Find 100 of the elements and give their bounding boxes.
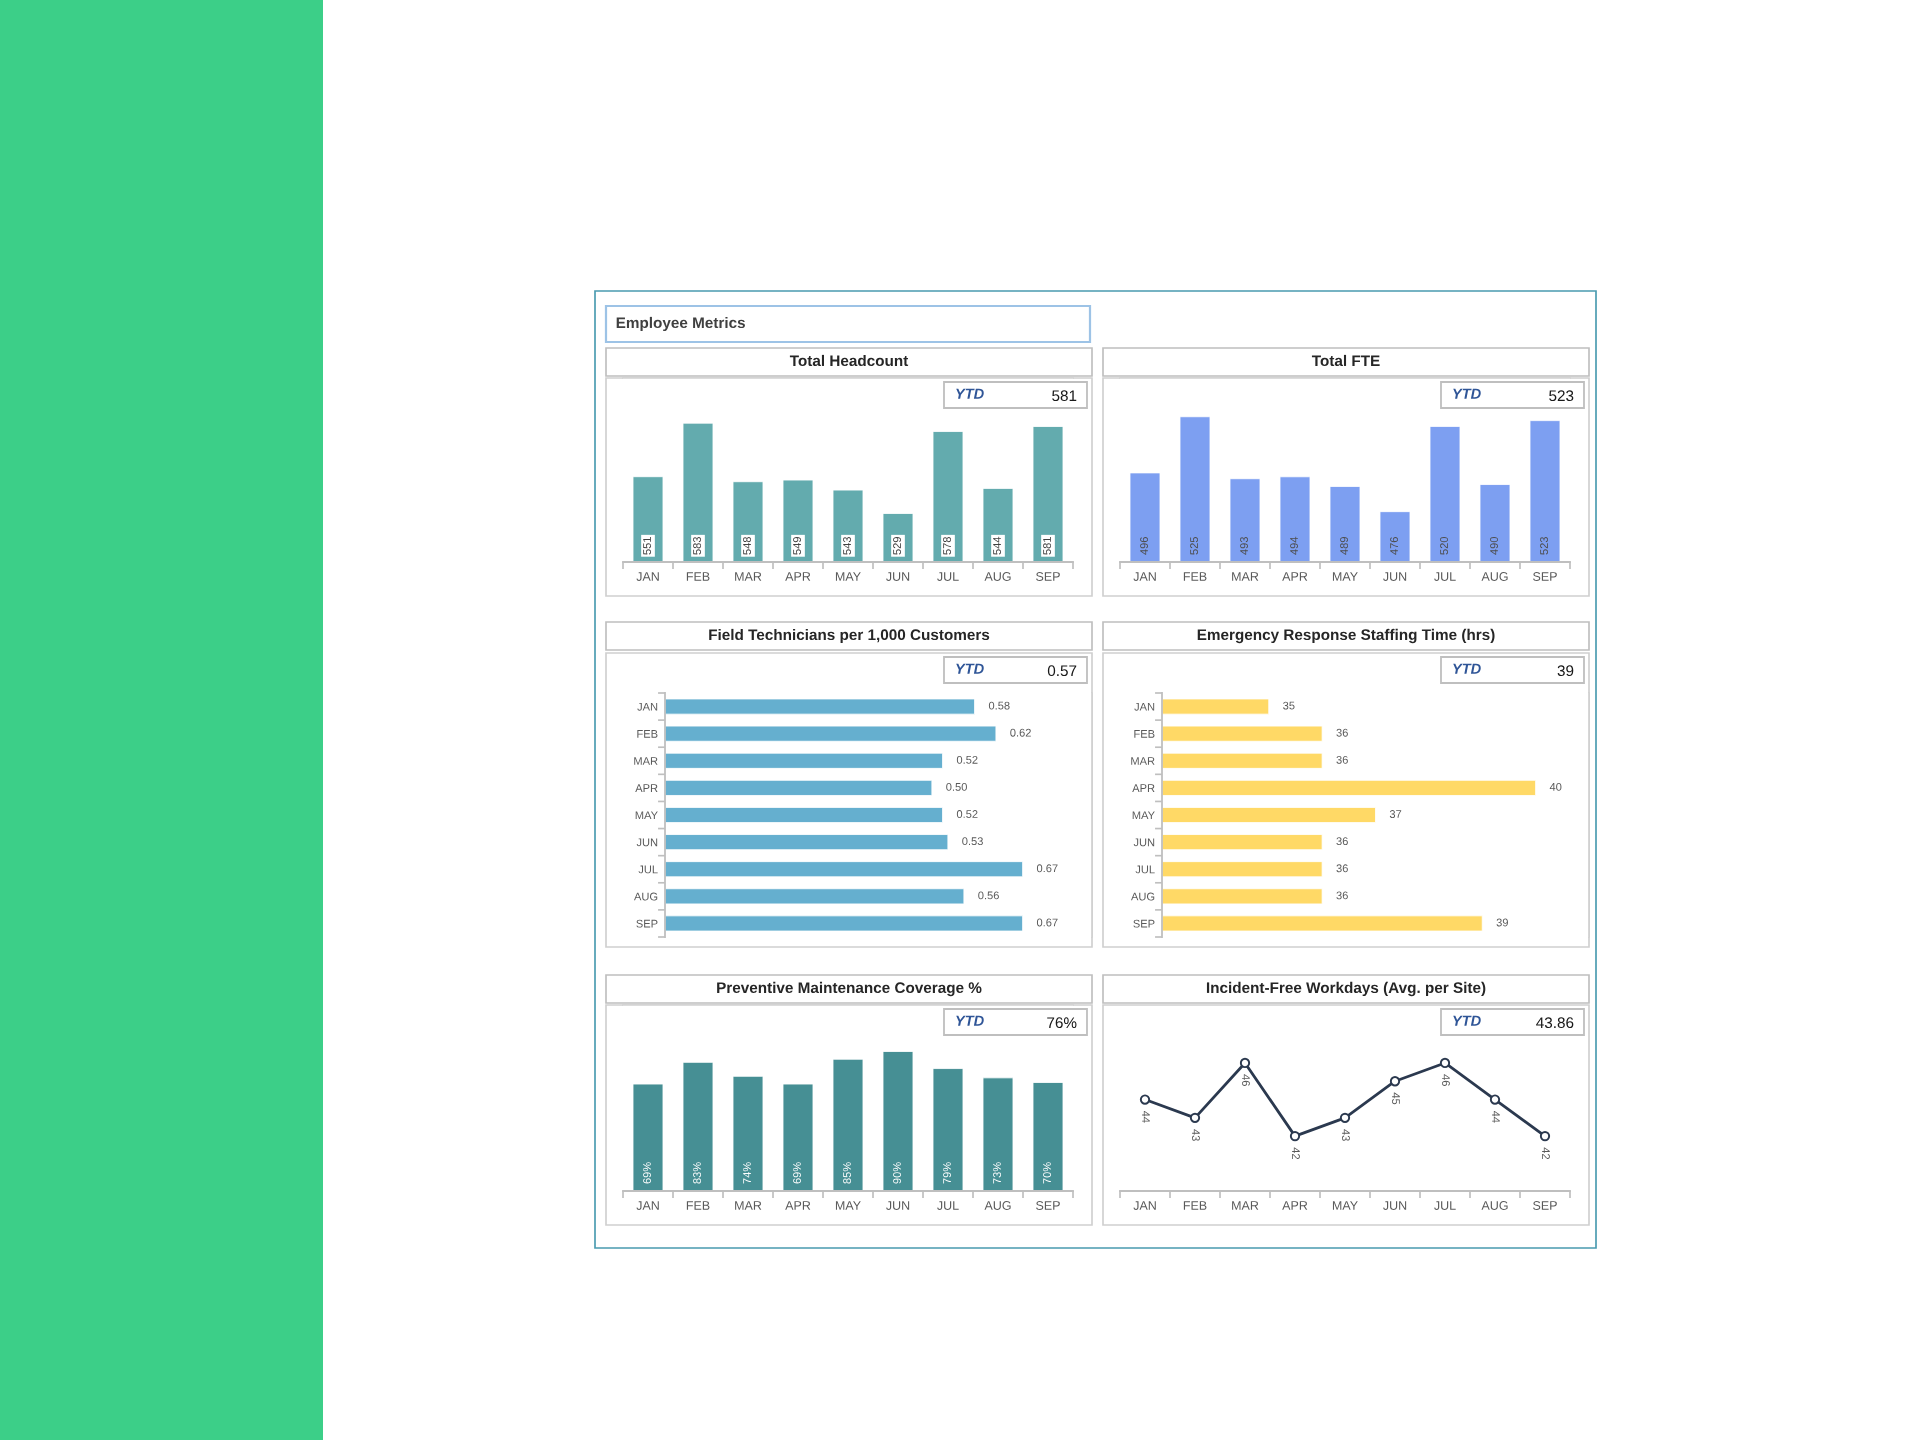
data-label: 494 <box>1290 536 1298 555</box>
text: YTD <box>956 663 984 674</box>
y-tick-label: JUN <box>1133 838 1155 847</box>
data-label: 44 <box>1492 1110 1500 1123</box>
data-label: 520 <box>1440 536 1448 555</box>
text: 43.86 <box>1536 1017 1574 1029</box>
data-label: 35 <box>1283 701 1295 710</box>
data-label: 0.67 <box>1036 918 1058 927</box>
data-label: 46 <box>1442 1074 1450 1086</box>
chart-title: Field Technicians per 1,000 Customers <box>709 628 990 644</box>
x-tick-label: FEB <box>1183 1201 1207 1210</box>
x-tick-label: APR <box>1282 1201 1308 1210</box>
x-tick-label: MAR <box>735 572 762 581</box>
text: 0.57 <box>1047 665 1077 677</box>
x-tick-label: SEP <box>1533 572 1557 581</box>
data-label: 44 <box>1142 1110 1150 1123</box>
x-tick-label: SEP <box>1036 572 1060 581</box>
text: Employee Metrics <box>616 316 745 332</box>
x-tick-label: MAY <box>1332 572 1358 581</box>
data-label: 0.52 <box>956 755 978 764</box>
text: YTD <box>1453 1015 1481 1026</box>
y-tick-label: APR <box>1132 784 1155 792</box>
x-tick-label: JUN <box>1383 572 1407 581</box>
annotation: YTD <box>956 1015 984 1026</box>
data-label: 0.58 <box>988 701 1010 710</box>
data-label: 37 <box>1389 810 1402 818</box>
x-tick-label: SEP <box>1036 1201 1060 1210</box>
x-tick-label: JUN <box>1383 1201 1407 1210</box>
data-label: 529 <box>893 537 901 555</box>
data-label: 583 <box>693 537 701 555</box>
point <box>1389 1076 1401 1087</box>
data-label: 0.56 <box>978 891 999 900</box>
point <box>1239 1057 1251 1069</box>
data-label: 493 <box>1240 537 1248 555</box>
annotation: YTD <box>956 388 984 399</box>
x-tick-label: APR <box>785 572 811 581</box>
data-label: 69% <box>643 1162 651 1184</box>
y-tick-label: MAR <box>1131 757 1155 765</box>
point <box>1189 1112 1201 1123</box>
annotation: 523 <box>1549 390 1574 402</box>
data-label: 523 <box>1540 537 1548 555</box>
y-tick-label: SEP <box>636 919 658 928</box>
y-tick-label: FEB <box>1134 730 1155 738</box>
data-label: 45 <box>1392 1092 1400 1105</box>
y-tick-label: SEP <box>1133 919 1155 928</box>
x-tick-label: APR <box>1282 572 1308 581</box>
y-tick-label: AUG <box>1131 892 1155 901</box>
x-tick-label: AUG <box>1481 1201 1508 1210</box>
data-label: 79% <box>943 1162 951 1184</box>
data-label: 476 <box>1390 537 1398 555</box>
data-label: 544 <box>993 536 1001 555</box>
data-label: 0.67 <box>1036 864 1058 873</box>
chart-title: Preventive Maintenance Coverage % <box>717 981 982 997</box>
point <box>1139 1094 1151 1105</box>
text: 39 <box>1557 665 1574 677</box>
chart-title: Total Headcount <box>789 354 909 367</box>
x-tick-label: JUL <box>937 572 959 581</box>
y-tick-label: MAY <box>1132 811 1155 820</box>
x-tick-label: AUG <box>1481 572 1508 581</box>
y-tick-label: JAN <box>637 702 658 711</box>
annotation: 76% <box>1047 1017 1077 1029</box>
text: YTD <box>1453 663 1481 674</box>
data-label: 36 <box>1336 891 1348 900</box>
point <box>1289 1130 1301 1142</box>
x-tick-label: APR <box>785 1201 811 1210</box>
x-tick-label: MAY <box>1332 1201 1358 1210</box>
data-label: 85% <box>843 1162 851 1184</box>
data-label: 36 <box>1336 728 1348 737</box>
point <box>1539 1130 1551 1142</box>
data-label: 69% <box>793 1162 801 1184</box>
data-label: 36 <box>1336 837 1348 846</box>
data-label: 489 <box>1340 537 1348 555</box>
data-label: 581 <box>1043 537 1051 555</box>
data-label: 0.50 <box>946 783 967 791</box>
y-tick-label: APR <box>635 784 658 792</box>
annotation: 581 <box>1052 390 1077 402</box>
x-tick-label: AUG <box>984 1201 1011 1210</box>
data-label: 36 <box>1336 864 1348 873</box>
y-tick-label: JAN <box>1134 702 1155 711</box>
y-tick-label: JUL <box>638 865 658 874</box>
data-label: 83% <box>693 1162 701 1184</box>
chart-title: Emergency Response Staffing Time (hrs) <box>1197 628 1495 644</box>
point <box>1489 1094 1501 1105</box>
y-tick-label: AUG <box>634 892 658 901</box>
data-label: 496 <box>1140 537 1148 555</box>
x-tick-label: FEB <box>686 572 710 581</box>
data-label: 42 <box>1292 1147 1300 1160</box>
data-label: 40 <box>1549 783 1562 791</box>
x-tick-label: JUL <box>1434 1201 1456 1210</box>
data-label: 0.53 <box>962 837 983 846</box>
data-label: 548 <box>743 537 751 555</box>
x-tick-label: JUN <box>886 572 910 581</box>
x-tick-label: AUG <box>984 572 1011 581</box>
data-label: 90% <box>893 1162 901 1184</box>
data-label: 43 <box>1342 1129 1350 1141</box>
x-tick-label: MAY <box>835 1201 861 1210</box>
x-tick-label: JUL <box>937 1201 959 1210</box>
data-label: 42 <box>1542 1147 1550 1160</box>
data-label: 74% <box>743 1162 751 1184</box>
y-tick-label: JUL <box>1135 865 1155 874</box>
